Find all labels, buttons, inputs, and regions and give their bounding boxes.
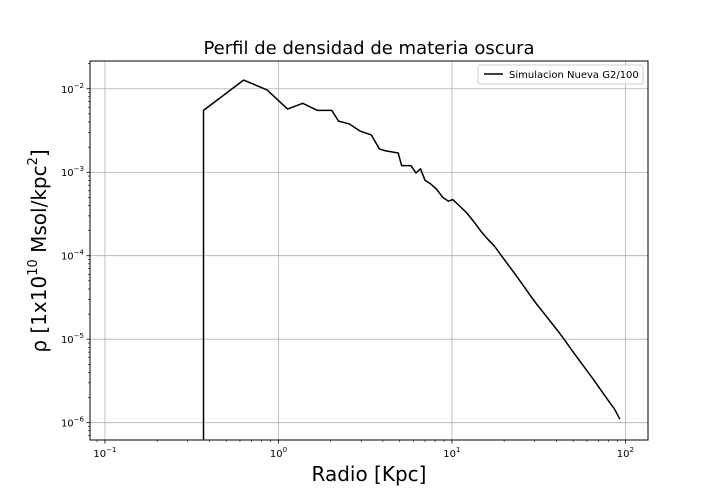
y-axis-label-part-2: 10	[26, 259, 41, 276]
y-tick-label: 10−2	[61, 82, 84, 96]
y-axis-label-part-3: Msol/kpc	[27, 165, 51, 259]
y-axis-label-part-4: 2	[26, 157, 41, 165]
legend-box	[477, 64, 644, 85]
chart-title: Perfil de densidad de materia oscura	[203, 38, 534, 59]
grid	[90, 61, 648, 440]
x-axis-ticks: 10−1 100 101 102	[93, 440, 634, 460]
y-axis-ticks: 10−6 10−5 10−4 10−3 10−2	[61, 63, 90, 436]
x-axis-label: Radio [Kpc]	[312, 462, 427, 486]
x-tick-label: 10−1	[93, 446, 116, 460]
y-tick-label: 10−3	[61, 165, 84, 179]
y-axis-label: ρ [1x1010 Msol/kpc2]	[26, 149, 51, 352]
series-layer	[202, 79, 621, 440]
plot-frame	[89, 60, 649, 441]
y-tick-label: 10−6	[61, 416, 85, 430]
x-tick-label: 101	[443, 446, 460, 460]
y-tick-label: 10−5	[61, 332, 84, 346]
legend-label: Simulacion Nueva G2/100	[509, 70, 639, 81]
y-axis-label-part-1: ρ [1x10	[27, 276, 51, 353]
x-tick-label: 100	[270, 446, 287, 460]
series-line	[202, 79, 621, 440]
legend: Simulacion Nueva G2/100	[477, 64, 644, 85]
y-axis-label-part-5: ]	[27, 149, 51, 157]
x-tick-label: 102	[617, 446, 634, 460]
y-tick-label: 10−4	[61, 249, 85, 263]
